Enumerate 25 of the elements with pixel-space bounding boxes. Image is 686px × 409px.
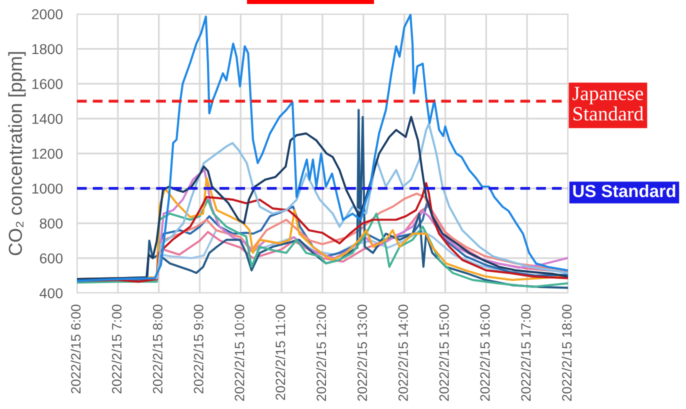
y-tick-label: 1200 [32, 148, 63, 159]
y-tick-label: 1000 [32, 184, 63, 194]
x-tick-label: 2022/2/15 15:00 [438, 304, 449, 401]
y-tick-label: 1400 [32, 114, 63, 124]
x-tick-label: 2022/2/15 7:00 [112, 304, 122, 394]
x-tick-label: 2022/2/15 16:00 [480, 304, 490, 401]
x-tick-label: 2022/2/15 18:00 [562, 304, 572, 401]
y-tick-label: 800 [40, 218, 63, 229]
y-tick-label: 1600 [32, 78, 63, 90]
x-tick-label: 2022/2/15 11:00 [275, 304, 286, 400]
y-axis-title: CO₂ concentration [ppm] [8, 52, 26, 256]
y-tick-label: 1800 [32, 44, 63, 54]
ref-line-label: Japanese Standard [572, 86, 644, 121]
x-tick-label: 2022/2/15 10:00 [234, 304, 244, 401]
x-tick-label: 2022/2/15 14:00 [398, 304, 408, 401]
x-tick-label: 2022/2/15 9:00 [193, 304, 204, 394]
y-tick-label: 2000 [32, 9, 63, 20]
x-tick-label: 2022/2/15 8:00 [152, 304, 162, 394]
x-tick-label: 2022/2/15 6:00 [70, 304, 81, 394]
y-tick-label: 400 [40, 288, 63, 298]
y-tick-label: 600 [40, 253, 63, 264]
x-tick-label: 2022/2/15 17:00 [520, 304, 531, 401]
ref-line-label: US Standard [573, 184, 676, 198]
x-tick-label: 2022/2/15 12:00 [316, 304, 326, 401]
x-tick-label: 2022/2/15 13:00 [357, 304, 368, 401]
